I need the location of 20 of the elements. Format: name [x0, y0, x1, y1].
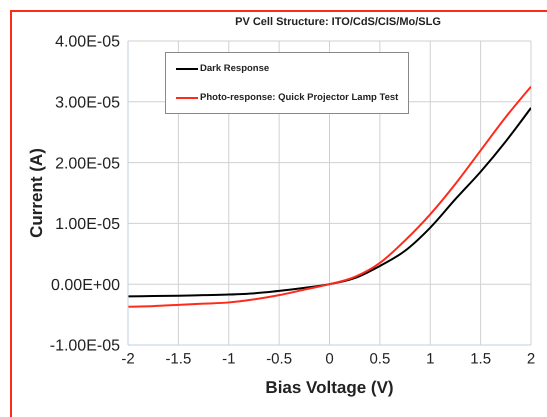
x-tick-label: 0: [325, 350, 334, 368]
x-tick-label: -1: [222, 350, 236, 368]
x-tick-label: -1.5: [165, 350, 192, 368]
y-tick-label: 2.00E-05: [55, 155, 120, 172]
legend-label: Dark Response: [200, 63, 270, 74]
y-tick-label: 4.00E-05: [55, 34, 120, 51]
y-tick-label: 3.00E-05: [55, 94, 120, 112]
y-tick-label: 0.00E+00: [51, 276, 120, 294]
legend-label: Photo-response: Quick Projector Lamp Test: [200, 92, 398, 103]
x-tick-label: -0.5: [266, 350, 292, 368]
x-tick-label: 2: [526, 350, 536, 368]
x-tick-label: 1: [426, 350, 434, 368]
y-tick-label: -1.00E-05: [50, 338, 120, 355]
y-tick-label: 1.00E-05: [55, 216, 120, 234]
y-axis-title: Current (A): [27, 148, 46, 238]
x-tick-label: -2: [121, 350, 135, 368]
x-tick-label: 0.5: [369, 350, 390, 368]
x-tick-label: 1.5: [470, 350, 492, 368]
x-axis-title: Bias Voltage (V): [265, 378, 394, 397]
chart-title: PV Cell Structure: ITO/CdS/CIS/Mo/SLG: [234, 16, 442, 28]
